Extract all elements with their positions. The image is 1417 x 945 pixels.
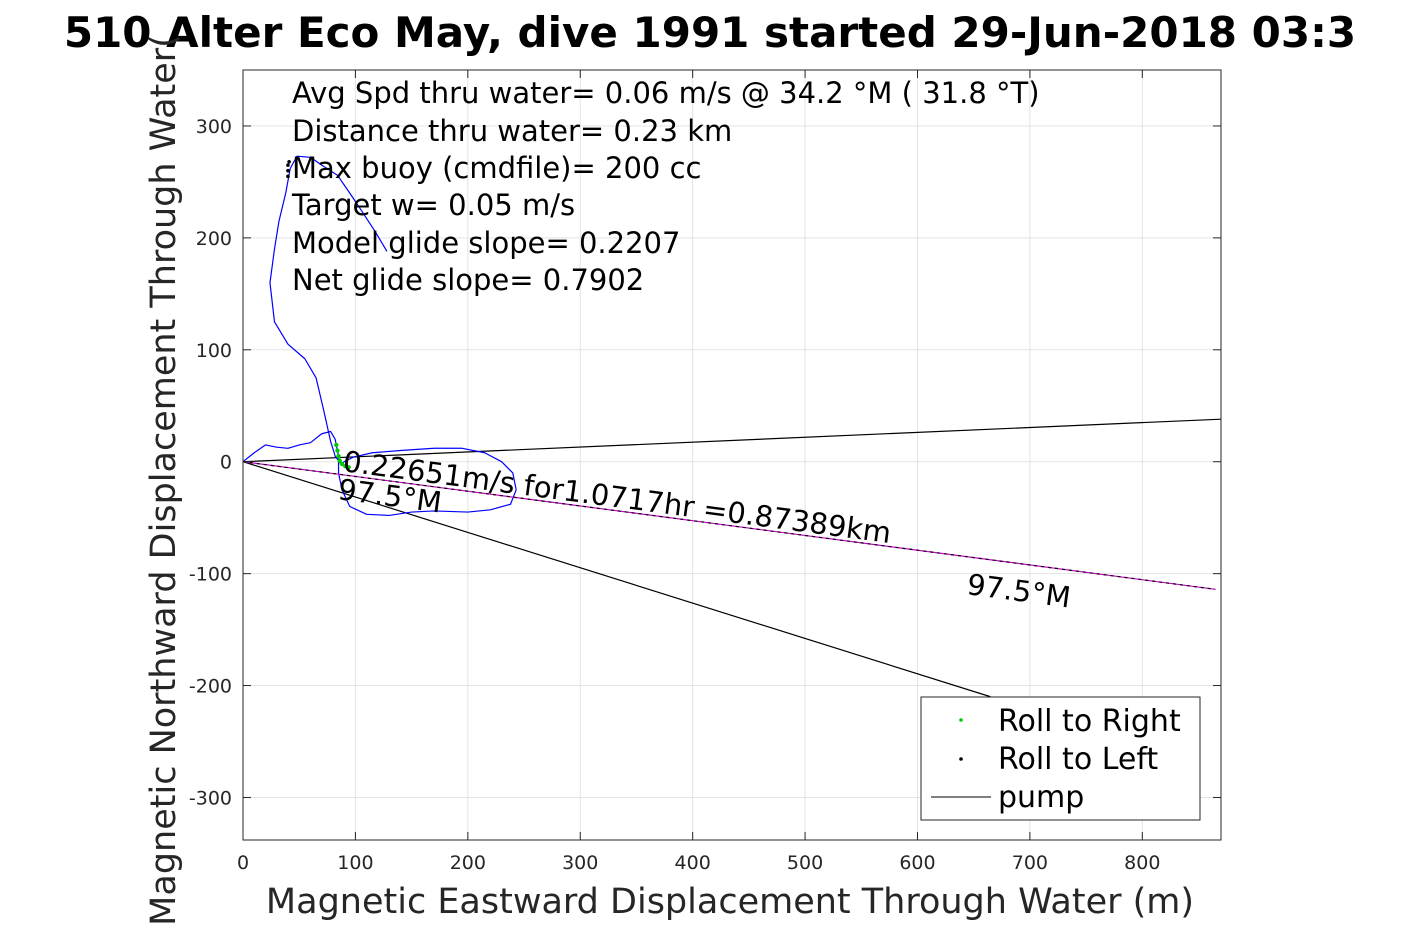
roll-right-point bbox=[343, 463, 348, 469]
trajectory-line bbox=[242, 155, 517, 517]
roll-left-point bbox=[286, 163, 290, 167]
x-tick-label: 700 bbox=[1012, 852, 1048, 874]
x-tick-label: 100 bbox=[337, 852, 373, 874]
legend-label-roll-right: Roll to Right bbox=[998, 704, 1181, 739]
x-tick-label: 300 bbox=[562, 852, 598, 874]
legend: Roll to Right Roll to Left pump bbox=[920, 696, 1201, 821]
info-distance: Distance thru water= 0.23 km bbox=[292, 114, 732, 148]
roll-left-point bbox=[287, 159, 291, 164]
data-layer bbox=[242, 155, 1222, 698]
x-tick-label: 400 bbox=[675, 852, 711, 874]
y-tick-label: 300 bbox=[196, 116, 232, 138]
x-tick-label: 200 bbox=[450, 852, 486, 874]
y-tick-label: -300 bbox=[189, 787, 232, 809]
info-net-glide-slope: Net glide slope= 0.7902 bbox=[292, 263, 644, 297]
bound-line-upper bbox=[242, 418, 1222, 463]
x-tick-label: 500 bbox=[787, 852, 823, 874]
roll-right-point bbox=[337, 458, 342, 463]
roll-right-point bbox=[335, 448, 340, 453]
bound-line-lower bbox=[242, 461, 991, 698]
x-tick-label: 600 bbox=[899, 852, 935, 874]
y-tick-label: 100 bbox=[196, 340, 232, 362]
legend-box bbox=[920, 696, 1201, 821]
roll-left-point bbox=[286, 174, 290, 179]
roll-right-point bbox=[346, 465, 351, 470]
legend-label-roll-left: Roll to Left bbox=[998, 742, 1158, 777]
info-target-w: Target w= 0.05 m/s bbox=[291, 188, 575, 222]
chart-title: 510 Alter Eco May, dive 1991 started 29-… bbox=[64, 8, 1356, 57]
info-avg-speed: Avg Spd thru water= 0.06 m/s @ 34.2 °M (… bbox=[292, 76, 1040, 110]
plot-frame bbox=[242, 69, 1222, 841]
roll-left-point bbox=[286, 168, 290, 173]
legend-marker-roll-right bbox=[959, 718, 963, 722]
y-tick-label: 0 bbox=[220, 452, 232, 474]
axis-ticks: 0 100 200 300 400 500 600 700 800 -300 -200 -100 0 10… bbox=[189, 70, 1221, 874]
info-model-glide-slope: Model glide slope= 0.2207 bbox=[292, 226, 680, 260]
info-text-block: Avg Spd thru water= 0.06 m/s @ 34.2 °M (… bbox=[291, 76, 1040, 297]
legend-label-pump: pump bbox=[998, 780, 1084, 815]
roll-right-point bbox=[339, 461, 345, 467]
y-tick-label: -100 bbox=[189, 564, 232, 586]
y-axis-label: Magnetic Northward Displacement Through … bbox=[144, 34, 184, 926]
roll-right-point bbox=[334, 442, 339, 448]
y-tick-label: -200 bbox=[189, 676, 232, 698]
heading-line-dash bbox=[242, 461, 1216, 590]
legend-marker-roll-left bbox=[959, 757, 963, 761]
roll-right-point bbox=[336, 453, 341, 459]
y-tick-label: 200 bbox=[196, 228, 232, 250]
info-max-buoy: Max buoy (cmdfile)= 200 cc bbox=[292, 151, 701, 185]
x-axis-label: Magnetic Eastward Displacement Through W… bbox=[266, 882, 1194, 922]
x-tick-label: 0 bbox=[237, 852, 249, 874]
x-tick-label: 800 bbox=[1124, 852, 1160, 874]
